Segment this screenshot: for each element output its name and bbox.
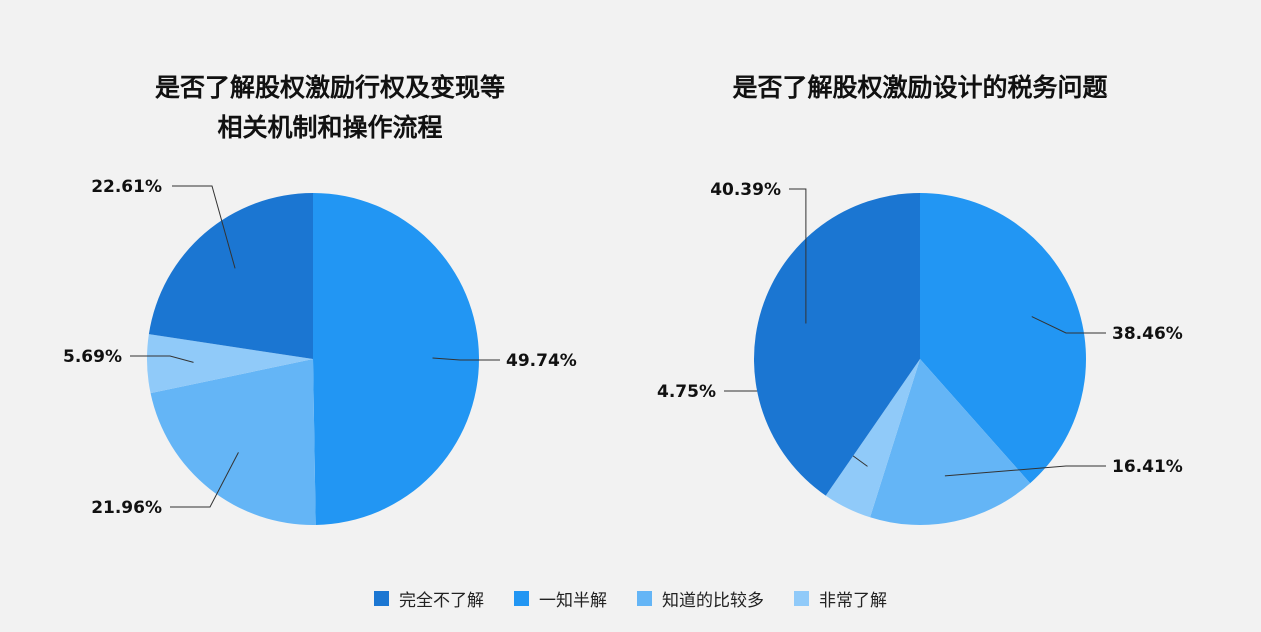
pie-slice-chart1-3 <box>148 193 313 359</box>
legend-item-very-familiar: 非常了解 <box>794 586 887 611</box>
data-label-chart2-0: 38.46% <box>1112 324 1183 344</box>
legend-label: 一知半解 <box>539 591 607 611</box>
leader-line-chart1-1 <box>170 452 239 508</box>
legend-swatch <box>374 591 389 606</box>
leader-line-chart2-1 <box>944 465 1106 477</box>
data-label-chart1-0: 49.74% <box>506 351 577 371</box>
pie-slice-chart1-2 <box>147 334 313 394</box>
chart-title-left-line2: 相关机制和操作流程 <box>217 113 443 142</box>
legend-swatch <box>514 591 529 606</box>
legend-swatch <box>637 591 652 606</box>
data-label-chart2-3: 40.39% <box>710 180 781 200</box>
leader-line-chart2-3 <box>789 188 807 324</box>
legend-item-not-understand: 完全不了解 <box>374 586 484 611</box>
leader-line-chart1-3 <box>172 185 236 269</box>
pie-slice-chart1-1 <box>150 359 316 525</box>
legend-label: 完全不了解 <box>399 591 484 611</box>
data-label-chart1-1: 21.96% <box>91 498 162 518</box>
legend-item-partial: 一知半解 <box>514 586 607 611</box>
chart-title-left: 是否了解股权激励行权及变现等 相关机制和操作流程 <box>60 68 600 148</box>
chart-title-left-line1: 是否了解股权激励行权及变现等 <box>154 73 505 102</box>
pie-slice-chart2-3 <box>754 193 920 496</box>
legend: 完全不了解 一知半解 知道的比较多 非常了解 <box>0 586 1261 611</box>
data-label-chart2-1: 16.41% <box>1112 457 1183 477</box>
data-label-chart1-3: 22.61% <box>91 177 162 197</box>
pie-slice-chart2-2 <box>825 359 920 518</box>
legend-label: 知道的比较多 <box>662 591 764 611</box>
data-label-chart1-2: 5.69% <box>63 347 122 367</box>
leader-line-chart1-0 <box>432 357 500 361</box>
pie-slice-chart2-0 <box>920 193 1086 484</box>
chart-title-right-line1: 是否了解股权激励设计的税务问题 <box>732 73 1108 102</box>
pie-slice-chart2-1 <box>870 359 1031 525</box>
legend-swatch <box>794 591 809 606</box>
legend-label: 非常了解 <box>819 591 887 611</box>
chart-title-right: 是否了解股权激励设计的税务问题 <box>650 68 1190 108</box>
legend-item-know-more: 知道的比较多 <box>637 586 764 611</box>
leader-line-chart1-2 <box>130 355 194 363</box>
leader-line-chart2-0 <box>1031 316 1106 334</box>
data-label-chart2-2: 4.75% <box>657 382 716 402</box>
pie-slice-chart1-0 <box>313 193 479 525</box>
